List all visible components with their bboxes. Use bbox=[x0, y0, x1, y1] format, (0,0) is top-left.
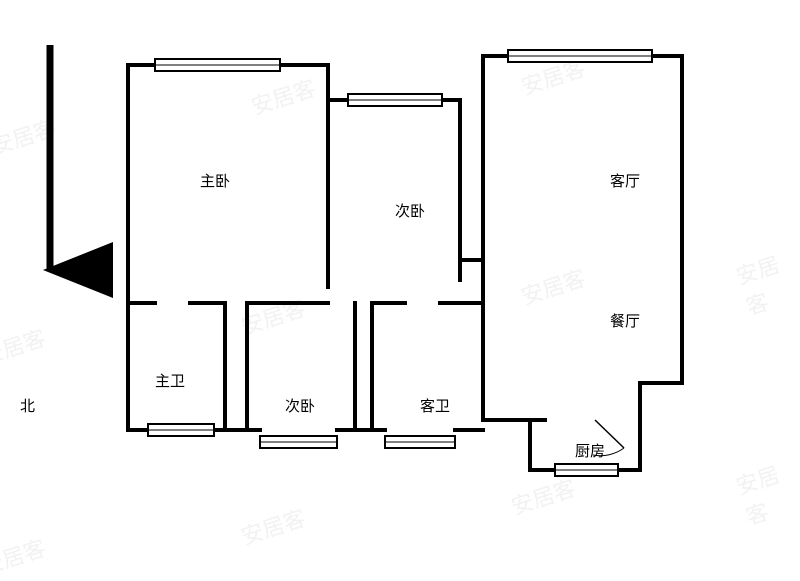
window bbox=[260, 436, 337, 448]
window bbox=[385, 436, 455, 448]
room-label-living-room: 客厅 bbox=[610, 170, 640, 191]
room-label-guest-bath: 客卫 bbox=[420, 395, 450, 416]
room-label-master-bath: 主卫 bbox=[155, 370, 185, 391]
floorplan bbox=[0, 0, 800, 573]
room-label-kitchen: 厨房 bbox=[575, 440, 605, 461]
window bbox=[148, 424, 214, 436]
room-label-second-bedroom-1: 次卧 bbox=[395, 200, 425, 221]
room-label-master-bedroom: 主卧 bbox=[200, 170, 230, 191]
window bbox=[155, 59, 280, 71]
window bbox=[555, 464, 618, 476]
window bbox=[508, 50, 652, 62]
room-label-second-bedroom-2: 次卧 bbox=[285, 395, 315, 416]
room-label-dining-room: 餐厅 bbox=[610, 310, 640, 331]
window bbox=[348, 94, 442, 106]
